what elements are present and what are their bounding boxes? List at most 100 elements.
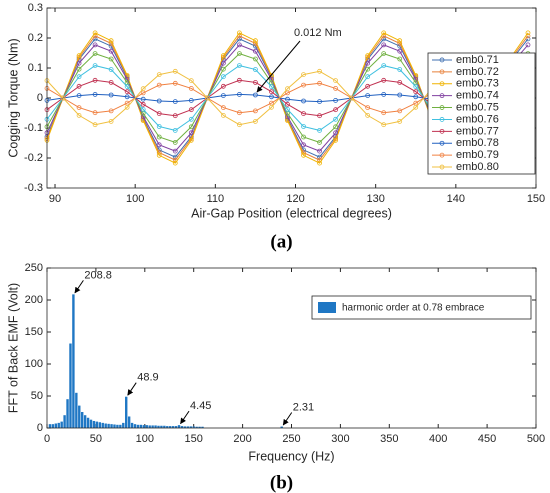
bar xyxy=(60,421,63,428)
point-marker xyxy=(413,104,419,110)
legend-marker xyxy=(439,164,445,170)
point-marker xyxy=(397,108,403,114)
x-tick-label: 140 xyxy=(447,193,465,205)
point-marker xyxy=(333,130,338,136)
point-marker xyxy=(236,30,242,36)
point-marker xyxy=(188,130,194,136)
point-marker xyxy=(317,80,322,86)
point-marker xyxy=(365,113,371,118)
point-marker xyxy=(220,113,226,118)
bar xyxy=(54,423,58,428)
point-marker xyxy=(156,124,162,129)
point-marker xyxy=(220,66,226,72)
caption: (a) xyxy=(270,231,292,252)
point-marker xyxy=(92,92,98,97)
bar xyxy=(148,425,151,428)
axes-box xyxy=(46,267,537,429)
y-tick-label: 50 xyxy=(31,390,43,402)
x-tick-label: 400 xyxy=(429,433,447,445)
annotation-arrow xyxy=(256,40,301,93)
x-tick-label: 350 xyxy=(380,433,398,445)
legend-marker xyxy=(439,128,445,134)
point-marker xyxy=(525,42,531,48)
point-marker xyxy=(140,86,146,92)
point-marker xyxy=(253,48,258,54)
point-marker xyxy=(269,89,274,95)
point-marker xyxy=(413,84,419,89)
bar xyxy=(183,426,187,428)
legend-marker xyxy=(439,81,445,87)
point-marker xyxy=(236,92,242,97)
point-marker xyxy=(156,82,162,88)
legend-marker xyxy=(439,93,445,99)
bar xyxy=(66,399,69,428)
point-marker xyxy=(140,107,146,112)
point-marker xyxy=(220,74,226,80)
legend-box xyxy=(427,52,536,175)
y-tick-label: 100 xyxy=(25,358,43,370)
legend-label: emb0.75 xyxy=(456,101,499,113)
bar xyxy=(89,419,93,428)
bar xyxy=(151,425,154,428)
point-marker xyxy=(333,78,338,83)
point-marker xyxy=(92,51,98,56)
data-label: 2.31 xyxy=(293,401,314,413)
legend-label: emb0.77 xyxy=(456,125,499,137)
point-marker xyxy=(301,111,306,116)
legend-label: emb0.78 xyxy=(456,137,499,149)
point-marker xyxy=(413,94,419,100)
point-marker xyxy=(253,119,258,124)
legend-box xyxy=(311,295,532,320)
point-marker xyxy=(381,110,387,116)
point-marker xyxy=(317,127,322,133)
point-marker xyxy=(525,30,531,36)
bar xyxy=(198,426,201,428)
point-marker xyxy=(156,98,162,104)
bar xyxy=(186,426,190,428)
legend-label: emb0.80 xyxy=(456,161,499,173)
y-axis-label: FFT of Back EMF (Volt) xyxy=(6,283,20,413)
point-marker xyxy=(172,113,178,119)
point-marker xyxy=(253,38,258,44)
point-marker xyxy=(333,107,338,113)
point-marker xyxy=(285,101,290,107)
point-marker xyxy=(124,89,130,95)
point-marker xyxy=(365,74,371,80)
point-marker xyxy=(365,105,371,110)
bar xyxy=(81,412,84,428)
plot-area xyxy=(48,294,283,428)
point-marker xyxy=(236,122,242,128)
point-marker xyxy=(413,89,419,95)
point-marker xyxy=(188,137,194,143)
point-marker xyxy=(108,80,114,85)
point-marker xyxy=(365,60,371,66)
bar xyxy=(104,423,107,428)
bar xyxy=(139,424,143,428)
point-marker xyxy=(365,66,371,72)
point-marker xyxy=(172,127,178,133)
bar xyxy=(116,424,119,428)
point-marker xyxy=(301,82,306,88)
point-marker xyxy=(108,119,114,124)
legend-swatch xyxy=(318,302,336,313)
point-marker xyxy=(301,98,306,104)
point-marker xyxy=(253,67,258,72)
x-tick-label: 120 xyxy=(286,193,304,205)
point-marker xyxy=(236,63,242,68)
y-tick-label: 0.3 xyxy=(28,2,43,14)
point-marker xyxy=(317,139,322,145)
point-marker xyxy=(301,124,306,129)
point-marker xyxy=(156,72,162,77)
point-marker xyxy=(381,63,387,68)
point-marker xyxy=(188,116,194,122)
point-marker xyxy=(108,67,114,72)
point-marker xyxy=(172,148,178,154)
x-tick-label: 0 xyxy=(44,433,50,445)
legend-label: emb0.72 xyxy=(456,66,499,78)
axes-box xyxy=(46,7,537,189)
bar xyxy=(166,426,169,428)
point-marker xyxy=(220,105,226,110)
point-marker xyxy=(60,95,66,101)
x-tick-label: 50 xyxy=(90,433,102,445)
